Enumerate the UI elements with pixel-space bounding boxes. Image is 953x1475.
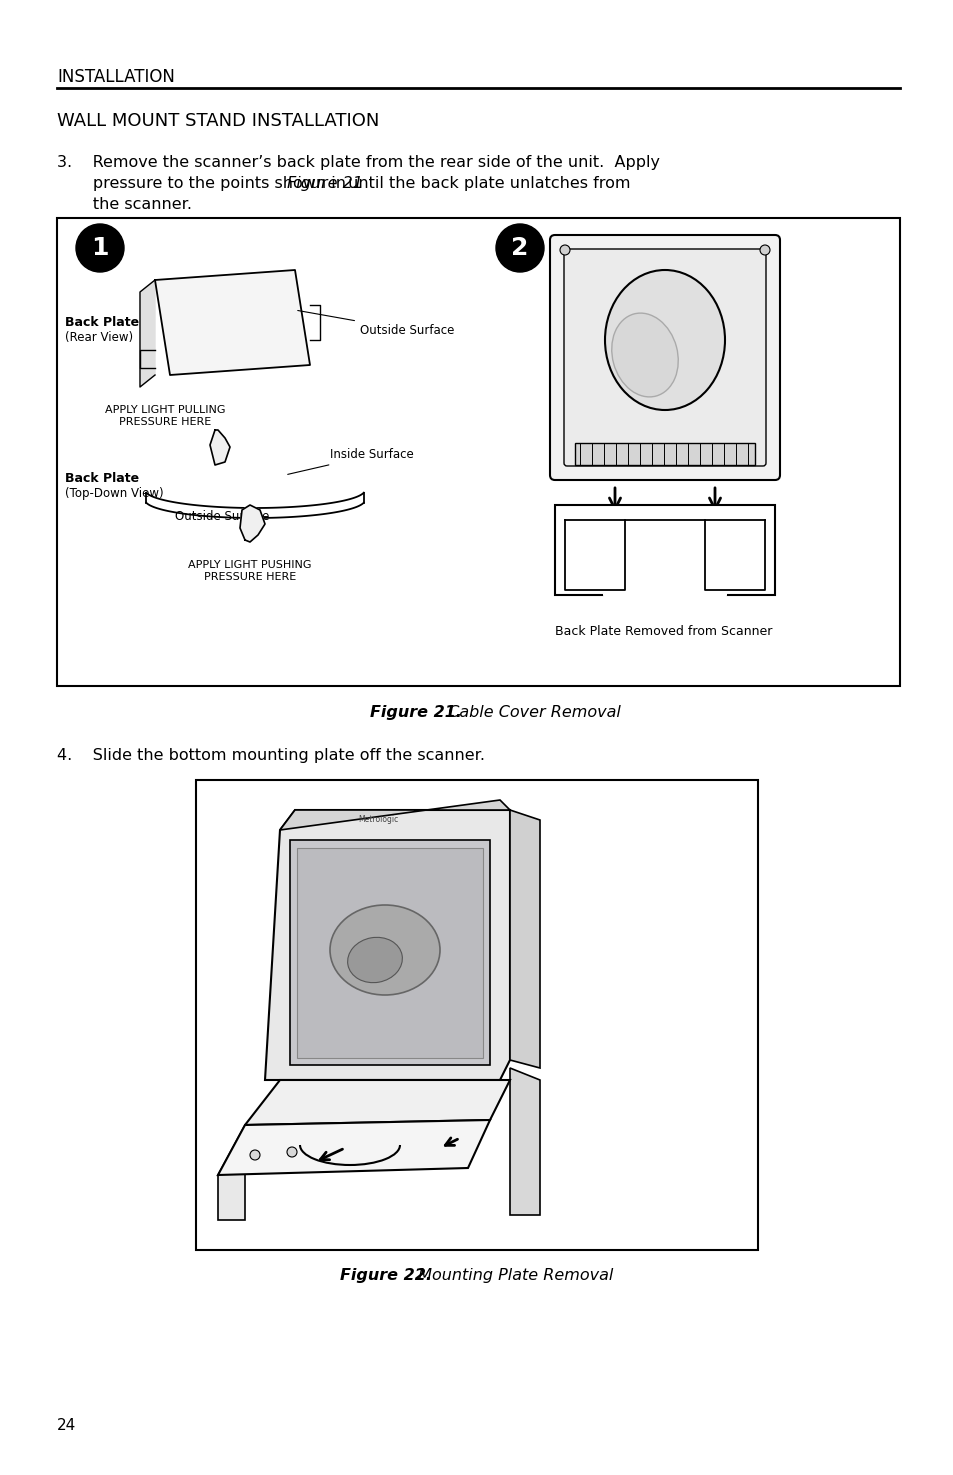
Circle shape [496,224,543,271]
FancyBboxPatch shape [602,518,726,597]
Polygon shape [140,280,154,386]
Text: Inside Surface: Inside Surface [288,448,414,475]
Text: APPLY LIGHT PUSHING
PRESSURE HERE: APPLY LIGHT PUSHING PRESSURE HERE [188,560,312,581]
Text: 3.    Remove the scanner’s back plate from the rear side of the unit.  Apply: 3. Remove the scanner’s back plate from … [57,155,659,170]
FancyBboxPatch shape [563,249,765,466]
Polygon shape [218,1125,245,1220]
Text: until the back plate unlatches from: until the back plate unlatches from [342,176,630,190]
Text: Back Plate: Back Plate [65,472,139,485]
Circle shape [76,224,124,271]
Polygon shape [210,431,230,465]
Text: (Rear View): (Rear View) [65,330,133,344]
Bar [575,442,754,465]
Text: Figure 21: Figure 21 [287,176,362,190]
Ellipse shape [611,313,678,397]
Polygon shape [218,1120,490,1176]
Polygon shape [510,1068,539,1215]
Text: WALL MOUNT STAND INSTALLATION: WALL MOUNT STAND INSTALLATION [57,112,379,130]
Circle shape [760,245,769,255]
Polygon shape [510,810,539,1068]
Text: Figure 21.: Figure 21. [370,705,461,720]
Ellipse shape [347,937,402,982]
Text: Figure 22.: Figure 22. [339,1268,432,1283]
Bar [290,839,490,1065]
Bar [57,218,899,686]
Polygon shape [154,270,310,375]
Bar [555,504,774,594]
Ellipse shape [330,906,439,996]
Circle shape [559,245,569,255]
Text: Outside Surface: Outside Surface [174,510,269,524]
Polygon shape [280,799,510,830]
Circle shape [250,1150,260,1159]
Circle shape [287,1148,296,1156]
Text: 1: 1 [91,236,109,260]
Text: Metrologic: Metrologic [357,816,397,825]
Text: pressure to the points shown in: pressure to the points shown in [57,176,351,190]
FancyBboxPatch shape [550,235,780,479]
Text: 4.    Slide the bottom mounting plate off the scanner.: 4. Slide the bottom mounting plate off t… [57,748,484,763]
Text: (Top-Down View): (Top-Down View) [65,487,164,500]
Text: 2: 2 [511,236,528,260]
Text: 24: 24 [57,1417,76,1434]
Ellipse shape [604,270,724,410]
Polygon shape [245,1080,510,1125]
Bar [296,848,482,1058]
Text: Outside Surface: Outside Surface [297,310,454,336]
Text: the scanner.: the scanner. [57,198,192,212]
Bar [195,780,758,1249]
Text: Back Plate: Back Plate [65,316,139,329]
Polygon shape [265,810,510,1080]
Text: Back Plate Removed from Scanner: Back Plate Removed from Scanner [555,625,772,639]
Polygon shape [240,504,265,541]
Text: Cable Cover Removal: Cable Cover Removal [437,705,620,720]
Text: INSTALLATION: INSTALLATION [57,68,174,86]
Text: APPLY LIGHT PULLING
PRESSURE HERE: APPLY LIGHT PULLING PRESSURE HERE [105,406,225,426]
Text: Mounting Plate Removal: Mounting Plate Removal [408,1268,613,1283]
